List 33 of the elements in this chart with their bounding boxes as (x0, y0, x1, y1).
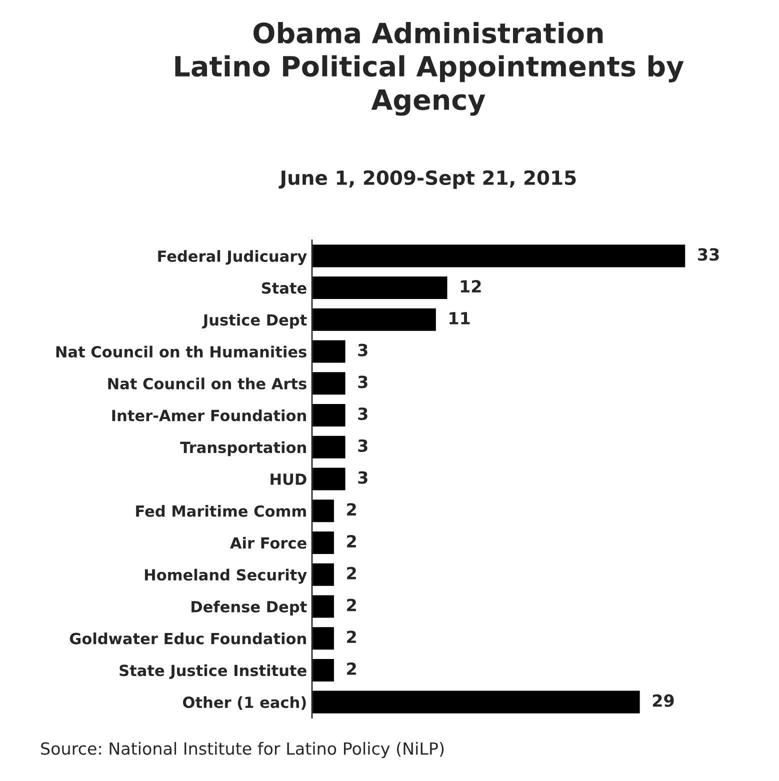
y-tick-label: Federal Judicuary (158, 250, 307, 266)
y-tick-label: Nat Council on the Arts (108, 378, 306, 390)
data-label: 3 (358, 344, 368, 356)
y-tick-label: State Justice Institute (120, 664, 306, 680)
data-label: 11 (450, 312, 470, 324)
data-label: 2 (347, 503, 356, 516)
y-tick-label: Transportation (180, 441, 306, 456)
source-note: Source: National Institute for Latino Policy (NiLP) (41, 742, 444, 758)
y-tick-label: Homeland Security (144, 568, 307, 584)
y-tick-label: Air Force (230, 536, 306, 549)
y-tick-label: Goldwater Educ Foundation (70, 632, 306, 644)
chart-title: Obama Administration Latino Political Appointments by Agency (175, 22, 684, 116)
chart-subtitle: June 1, 2009-Sept 21, 2015 (278, 170, 576, 189)
y-tick-label: State (262, 282, 306, 294)
y-tick-label: Nat Council on th Humanities (56, 346, 306, 358)
y-tick-label: Justice Dept (202, 314, 307, 329)
y-tick-label: HUD (270, 474, 306, 486)
data-label: 2 (347, 662, 356, 675)
data-label: 2 (347, 598, 356, 612)
data-label: 2 (347, 630, 356, 643)
data-label: 12 (460, 280, 481, 292)
data-label: 29 (652, 694, 674, 707)
y-tick-label: Other (1 each) (183, 696, 306, 710)
data-label: 3 (358, 407, 368, 420)
data-label: 2 (347, 534, 356, 548)
data-label: 33 (698, 248, 719, 261)
data-label: 2 (347, 566, 356, 580)
data-label: 3 (358, 439, 368, 452)
y-tick-label: Inter-Amer Foundation (112, 409, 306, 422)
y-tick-label: Fed Maritime Comm (136, 505, 306, 517)
data-label: 3 (358, 471, 368, 484)
y-tick-label: Defense Dept (192, 600, 307, 616)
data-label: 3 (358, 376, 368, 388)
